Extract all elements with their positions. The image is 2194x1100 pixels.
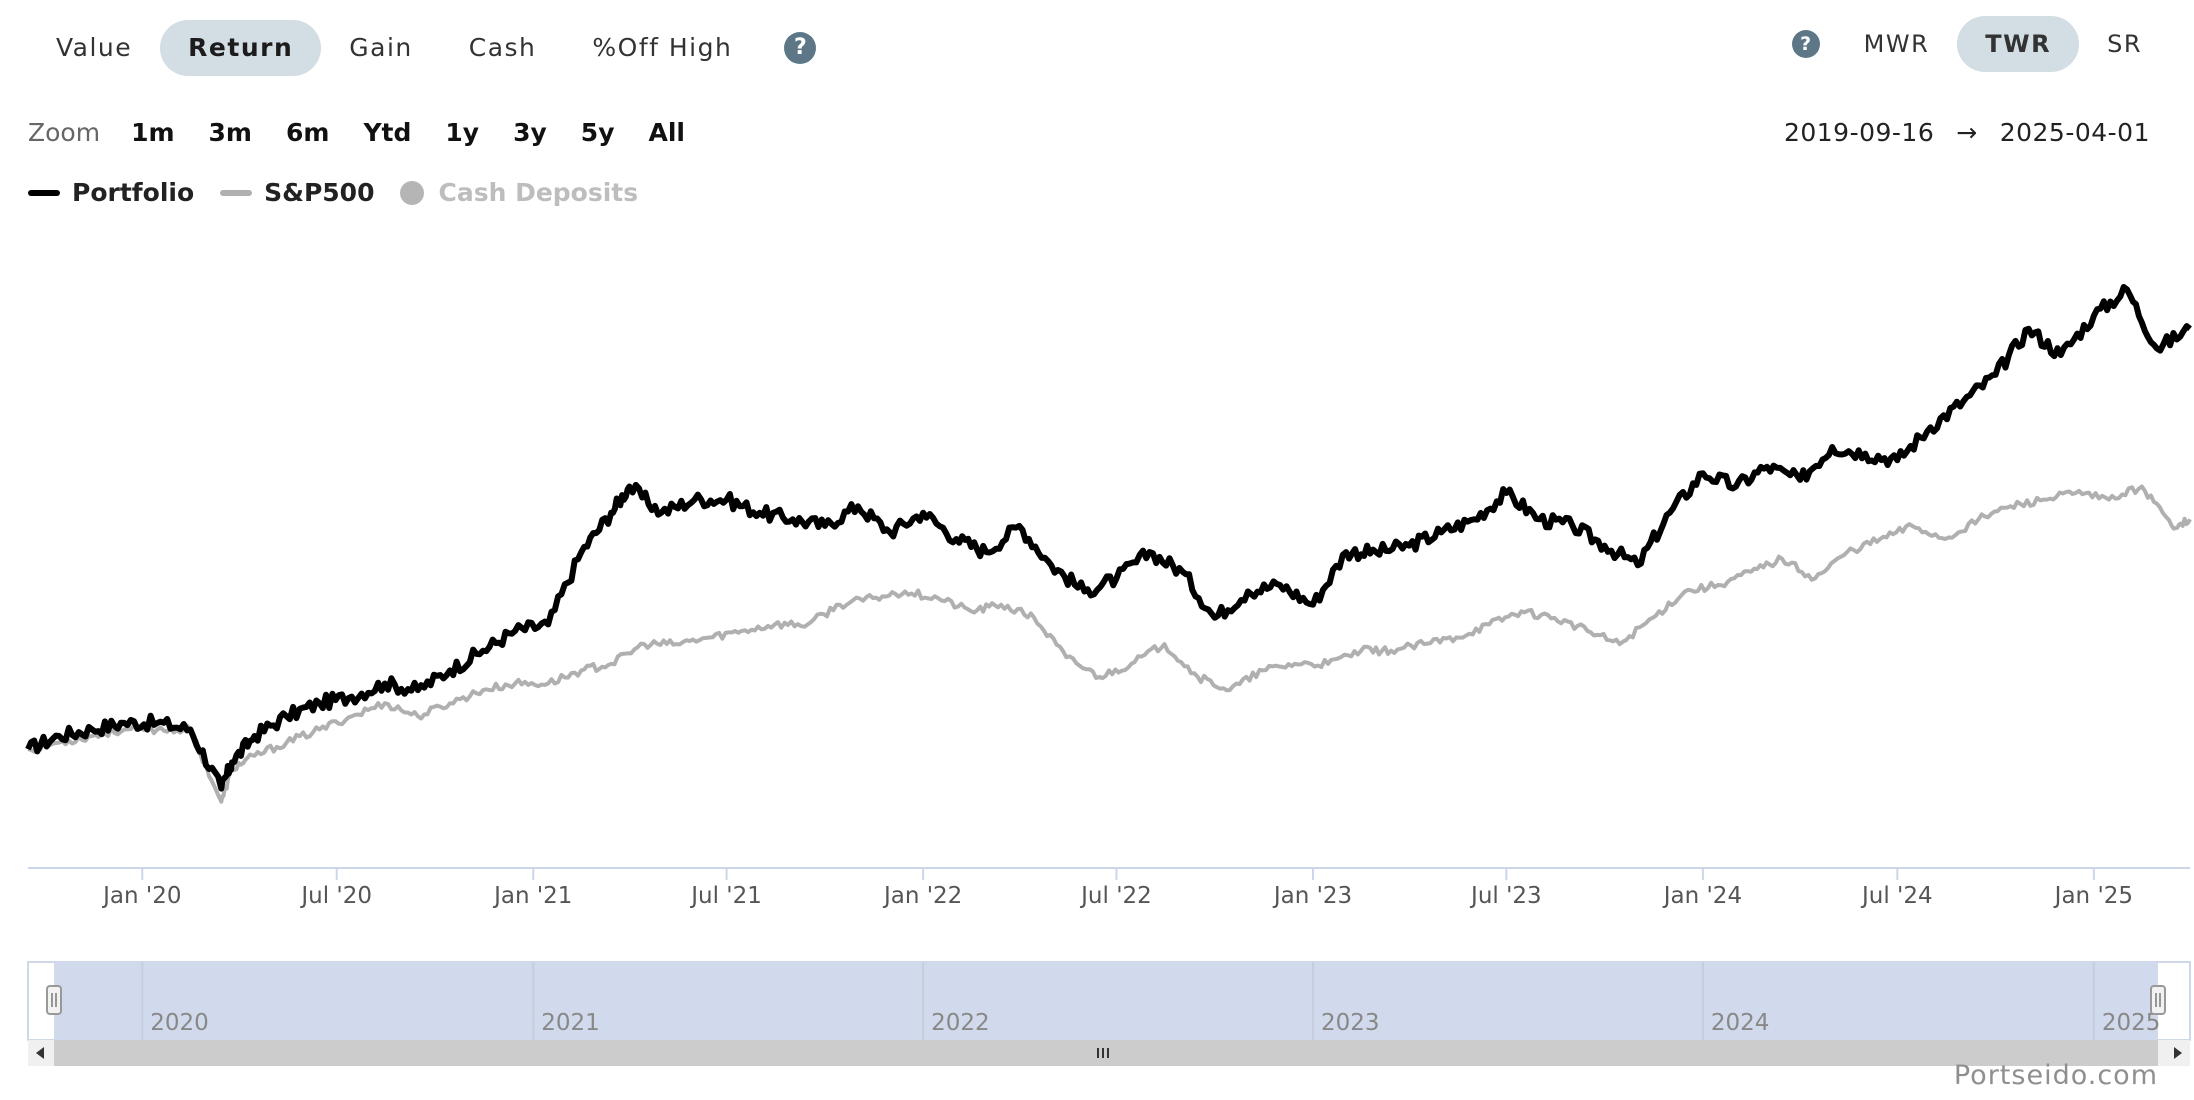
- zoom-3m[interactable]: 3m: [208, 118, 252, 147]
- legend-label: S&P500: [264, 178, 375, 207]
- scrollbar-thumb[interactable]: [54, 1040, 2158, 1066]
- method-tabs: ? MWR TWR SR: [1791, 14, 2170, 74]
- x-tick-label: Jan '25: [2053, 883, 2133, 909]
- navigator-year-label: 2023: [1321, 1010, 1380, 1036]
- tab-twr[interactable]: TWR: [1957, 16, 2080, 72]
- tab-value[interactable]: Value: [56, 33, 133, 62]
- date-range-start[interactable]: 2019-09-16: [1783, 118, 1935, 147]
- tab-sr[interactable]: SR: [2107, 30, 2142, 58]
- navigator-handle-left[interactable]: [46, 985, 62, 1015]
- x-tick-label: Jul '21: [689, 883, 762, 909]
- x-tick-label: Jul '23: [1469, 883, 1542, 909]
- x-tick-label: Jul '24: [1860, 883, 1933, 909]
- zoom-bar: Zoom 1m 3m 6m Ytd 1y 3y 5y All: [28, 118, 702, 147]
- date-range-end[interactable]: 2025-04-01: [1999, 118, 2150, 147]
- zoom-3y[interactable]: 3y: [513, 118, 547, 147]
- scroll-left-arrow-icon[interactable]: [36, 1047, 44, 1059]
- legend-swatch: [28, 189, 60, 196]
- scroll-right-arrow-icon[interactable]: [2174, 1047, 2182, 1059]
- x-tick-label: Jan '22: [882, 883, 962, 909]
- x-tick-label: Jan '21: [492, 883, 572, 909]
- series-line-portfolio: [25, 284, 2192, 792]
- tab-mwr[interactable]: MWR: [1863, 30, 1930, 58]
- tab-return[interactable]: Return: [160, 20, 322, 76]
- x-tick-label: Jan '24: [1662, 883, 1742, 909]
- navigator-year-label: 2025: [2102, 1010, 2161, 1036]
- watermark: Portseido.com: [1953, 1060, 2158, 1091]
- navigator-year-label: 2022: [931, 1010, 990, 1036]
- legend-item-cash-deposits[interactable]: Cash Deposits: [400, 178, 638, 207]
- navigator-year-label: 2020: [150, 1010, 209, 1036]
- tab-off-high[interactable]: %Off High: [592, 33, 733, 62]
- x-tick-label: Jul '20: [299, 883, 372, 909]
- tab-cash[interactable]: Cash: [468, 33, 537, 62]
- x-tick-label: Jan '20: [101, 883, 181, 909]
- navigator-year-label: 2021: [541, 1010, 600, 1036]
- legend-label: Portfolio: [72, 178, 195, 207]
- navigator-year-label: 2024: [1711, 1010, 1770, 1036]
- metric-help-icon[interactable]: ?: [784, 32, 817, 64]
- chart-legend: Portfolio S&P500 Cash Deposits: [28, 178, 664, 207]
- x-tick-label: Jan '23: [1272, 883, 1352, 909]
- zoom-1y[interactable]: 1y: [445, 118, 480, 147]
- legend-item-portfolio[interactable]: Portfolio: [28, 178, 194, 207]
- metric-tabs: Value Return Gain Cash %Off High?: [28, 18, 817, 78]
- method-help-icon[interactable]: ?: [1791, 30, 1820, 58]
- tab-gain[interactable]: Gain: [349, 33, 413, 62]
- navigator-handle-right[interactable]: [2150, 985, 2166, 1015]
- date-range[interactable]: 2019-09-16 → 2025-04-01: [1784, 118, 2150, 147]
- legend-item-s-p500[interactable]: S&P500: [220, 178, 374, 207]
- zoom-ytd[interactable]: Ytd: [363, 118, 412, 147]
- legend-label: Cash Deposits: [438, 178, 639, 207]
- zoom-all[interactable]: All: [648, 118, 686, 147]
- x-tick-label: Jul '22: [1079, 883, 1152, 909]
- navigator-selection: [54, 962, 2158, 1040]
- zoom-label: Zoom: [28, 118, 101, 147]
- legend-swatch: [220, 189, 253, 196]
- zoom-5y[interactable]: 5y: [580, 118, 615, 147]
- zoom-6m[interactable]: 6m: [285, 118, 330, 147]
- legend-swatch: [400, 180, 425, 205]
- zoom-1m[interactable]: 1m: [131, 118, 175, 147]
- date-range-arrow: →: [1956, 118, 1978, 147]
- series-line-s-p500: [27, 484, 2192, 804]
